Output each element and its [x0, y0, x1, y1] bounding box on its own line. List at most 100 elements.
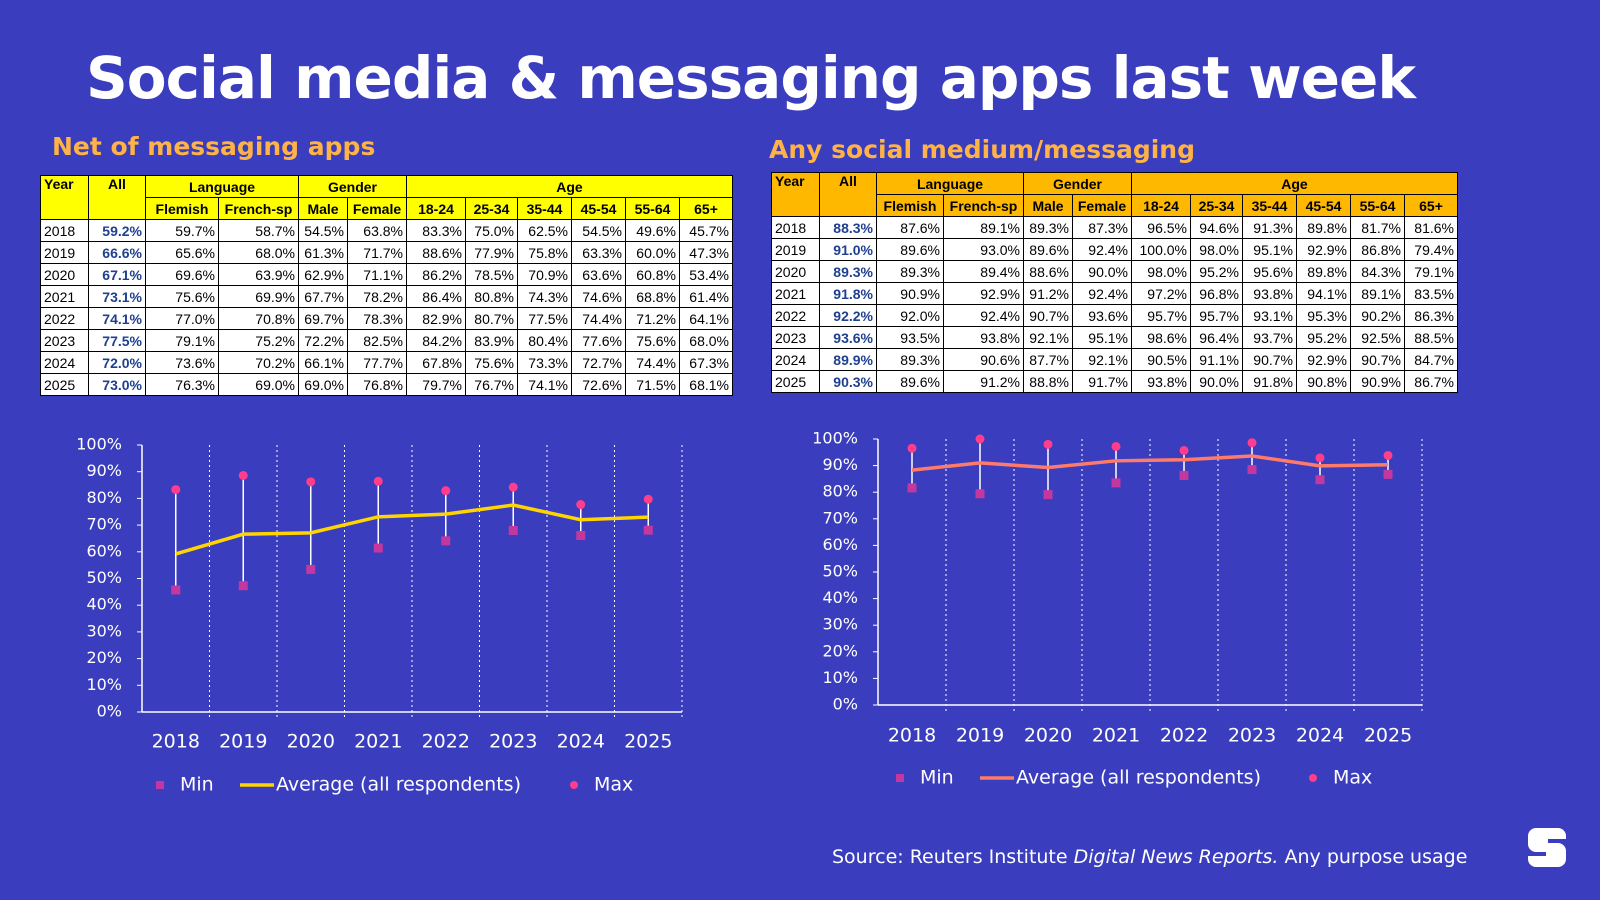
table-cell: 86.3%	[1404, 304, 1458, 327]
table-cell: 98.6%	[1131, 326, 1191, 349]
table-cell: 90.0%	[1072, 260, 1132, 283]
max-marker	[1179, 445, 1189, 455]
x-tick-label: 2024	[557, 731, 605, 753]
table-cell: 79.1%	[1404, 260, 1458, 283]
table-cell: 67.7%	[298, 285, 348, 308]
table-cell: 91.2%	[943, 370, 1024, 393]
slide-title: Social media & messaging apps last week	[86, 44, 1416, 112]
table-cell: 90.9%	[1350, 370, 1405, 393]
min-marker	[508, 525, 518, 535]
max-marker	[441, 486, 451, 496]
row-year: 2019	[40, 241, 89, 264]
y-tick-label: 40%	[86, 595, 122, 614]
table-cell: 86.4%	[406, 285, 466, 308]
table-cell: 72.6%	[571, 373, 626, 396]
table-cell: 71.1%	[347, 263, 407, 286]
table-cell: 88.8%	[1023, 370, 1073, 393]
table-cell: 92.2%	[819, 304, 877, 327]
table-cell: 91.0%	[819, 238, 877, 261]
column-group: All	[88, 175, 146, 220]
table-cell: 76.7%	[465, 373, 518, 396]
table-cell: 90.7%	[1350, 348, 1405, 371]
average-line	[911, 454, 1389, 472]
column-header: Male	[1023, 194, 1073, 217]
y-tick-label: 60%	[822, 535, 858, 554]
row-year: 2021	[771, 282, 820, 305]
x-tick-label: 2022	[422, 731, 470, 753]
max-marker	[238, 470, 248, 480]
table-cell: 67.1%	[88, 263, 146, 286]
y-tick-label: 90%	[86, 461, 122, 480]
max-marker	[1043, 439, 1053, 449]
column-header: Male	[298, 197, 348, 220]
table-cell: 69.0%	[298, 373, 348, 396]
source-publication: Digital News Reports.	[1073, 846, 1279, 868]
table-cell: 95.2%	[1190, 260, 1243, 283]
table-cell: 89.3%	[1023, 216, 1073, 239]
min-marker	[1179, 470, 1189, 480]
table-cell: 72.2%	[298, 329, 348, 352]
column-header: 45-54	[1296, 194, 1351, 217]
row-year: 2022	[40, 307, 89, 330]
table-cell: 71.2%	[625, 307, 680, 330]
y-tick-label: 50%	[86, 568, 122, 587]
table-cell: 49.6%	[625, 219, 680, 242]
table-cell: 90.8%	[1296, 370, 1351, 393]
table-cell: 88.5%	[1404, 326, 1458, 349]
y-tick-label: 20%	[822, 641, 858, 660]
table-cell: 72.7%	[571, 351, 626, 374]
table-cell: 87.3%	[1072, 216, 1132, 239]
table-cell: 92.4%	[943, 304, 1024, 327]
table-cell: 93.6%	[1072, 304, 1132, 327]
table-cell: 75.0%	[465, 219, 518, 242]
table-cell: 65.6%	[145, 241, 219, 264]
table-cell: 84.7%	[1404, 348, 1458, 371]
table-cell: 59.7%	[145, 219, 219, 242]
y-tick-label: 0%	[833, 695, 858, 714]
table-cell: 74.6%	[571, 285, 626, 308]
min-marker	[306, 564, 316, 574]
max-marker	[171, 485, 181, 495]
y-tick-label: 50%	[822, 562, 858, 581]
table-cell: 82.9%	[406, 307, 466, 330]
y-tick-label: 30%	[822, 615, 858, 634]
max-marker	[1247, 438, 1257, 448]
table-cell: 80.7%	[465, 307, 518, 330]
x-tick-label: 2019	[956, 725, 1004, 747]
y-tick-label: 10%	[86, 675, 122, 694]
legend-label: Min	[920, 767, 954, 789]
max-marker	[975, 434, 985, 444]
column-group: Age	[406, 175, 733, 198]
table-cell: 77.0%	[145, 307, 219, 330]
column-header: 35-44	[1242, 194, 1297, 217]
max-marker	[907, 443, 917, 453]
legend-label: Min	[180, 774, 214, 796]
legend-marker	[156, 781, 164, 789]
table-cell: 91.1%	[1190, 348, 1243, 371]
table-cell: 87.6%	[876, 216, 944, 239]
column-header: 45-54	[571, 197, 626, 220]
table-cell: 92.9%	[1296, 238, 1351, 261]
table-cell: 90.2%	[1350, 304, 1405, 327]
table-cell: 81.6%	[1404, 216, 1458, 239]
source-text: Source: Reuters Institute	[832, 846, 1068, 868]
logo	[1528, 828, 1566, 867]
table-cell: 84.3%	[1350, 260, 1405, 283]
y-tick-label: 10%	[822, 668, 858, 687]
table-cell: 71.7%	[347, 241, 407, 264]
table-cell: 95.7%	[1190, 304, 1243, 327]
table-cell: 77.5%	[517, 307, 572, 330]
table-cell: 89.6%	[876, 370, 944, 393]
x-tick-label: 2020	[287, 731, 335, 753]
column-group: Gender	[298, 175, 407, 198]
y-tick-label: 0%	[97, 702, 122, 721]
min-marker	[171, 585, 181, 595]
table-cell: 87.7%	[1023, 348, 1073, 371]
x-tick-label: 2019	[219, 731, 267, 753]
table-cell: 95.2%	[1296, 326, 1351, 349]
table-cell: 93.8%	[1131, 370, 1191, 393]
table-cell: 78.2%	[347, 285, 407, 308]
legend-label: Average (all respondents)	[276, 774, 521, 796]
table-cell: 100.0%	[1131, 238, 1191, 261]
